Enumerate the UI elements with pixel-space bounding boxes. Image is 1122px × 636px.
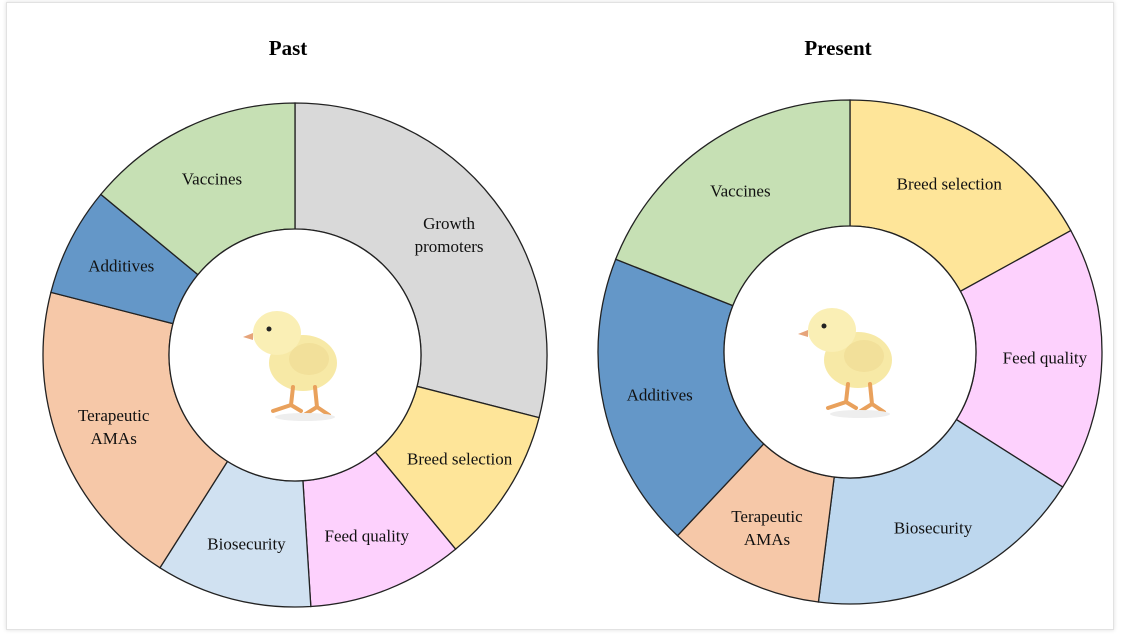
segment-label: Biosecurity	[207, 534, 286, 554]
segment-label: Growth promoters	[414, 214, 484, 257]
segment-label: Biosecurity	[893, 518, 973, 538]
segment-label: Vaccines	[181, 169, 243, 189]
segment-label: Additives	[626, 385, 693, 405]
frame	[6, 2, 1114, 630]
segment-label: Terapeutic AMAs	[731, 507, 803, 550]
segment-label: Breed selection	[407, 449, 513, 469]
chart-title: Past	[268, 36, 308, 60]
segment-label: Additives	[88, 256, 155, 276]
segment-label: Feed quality	[324, 526, 410, 546]
segment-label: Breed selection	[896, 174, 1002, 194]
segment-label: Vaccines	[710, 181, 771, 201]
segment-label: Terapeutic AMAs	[77, 405, 150, 448]
segment-label: Feed quality	[1002, 348, 1088, 368]
chart-title: Present	[804, 36, 872, 60]
